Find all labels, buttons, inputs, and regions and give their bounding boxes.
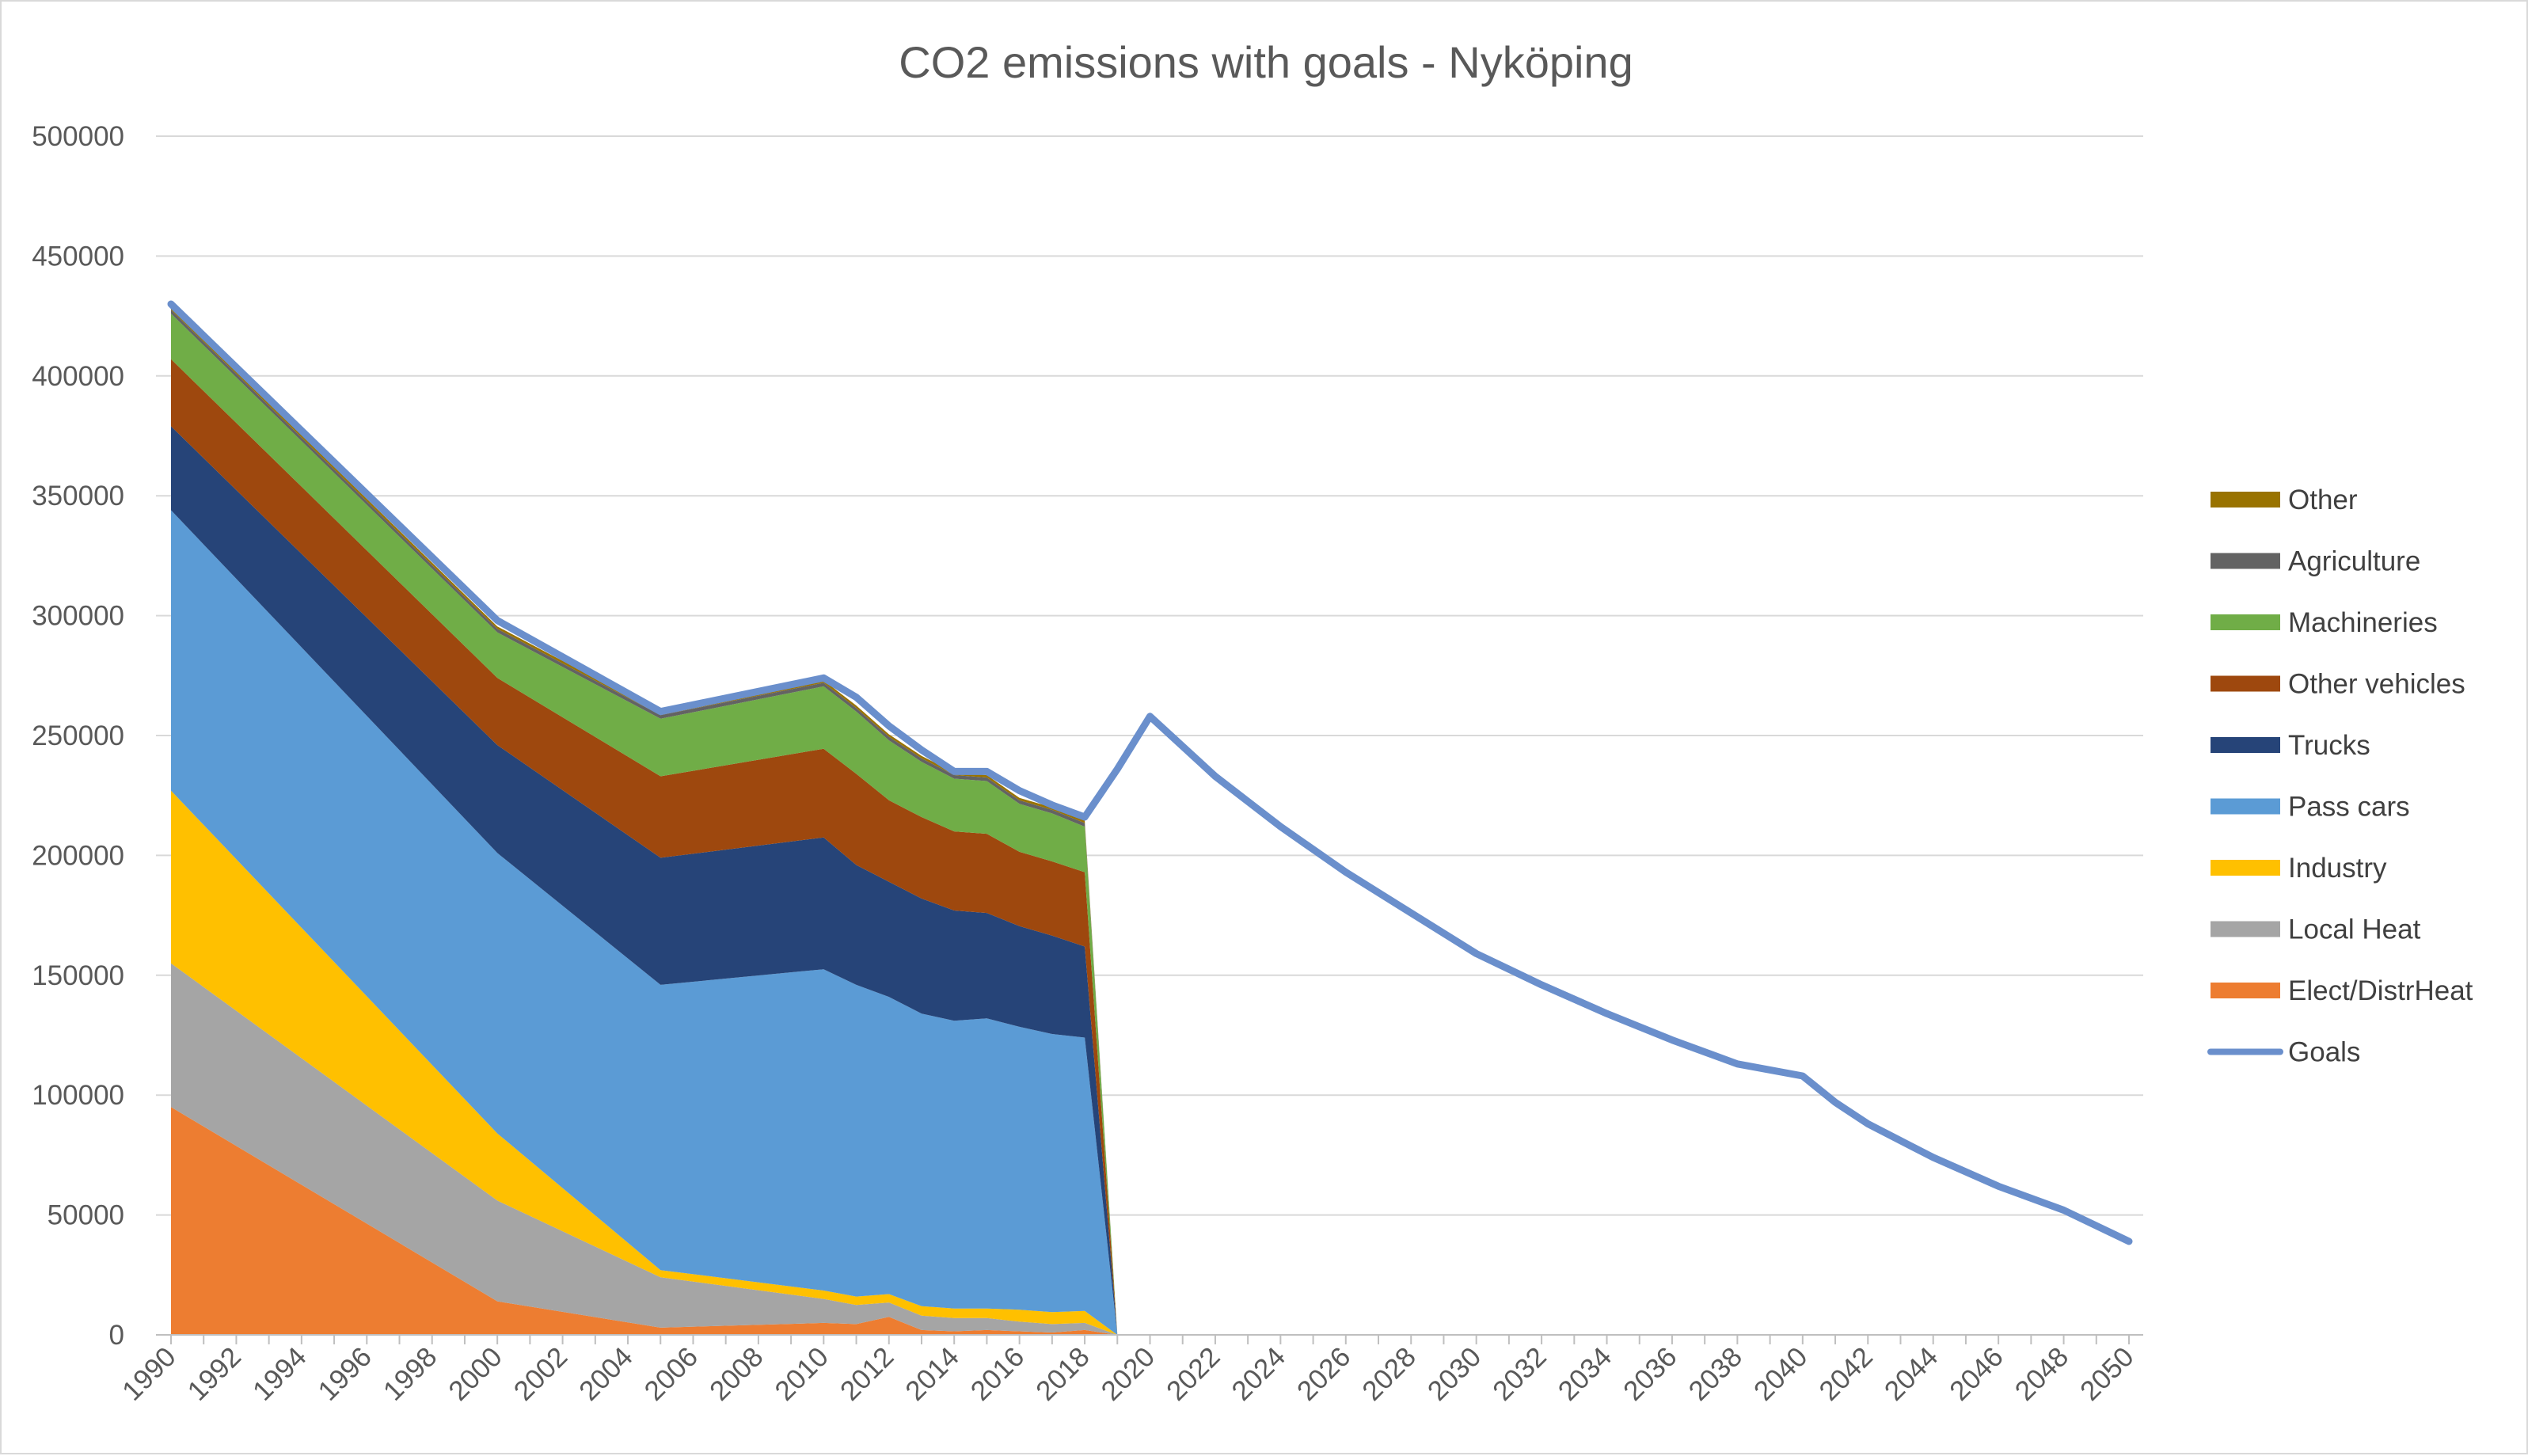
- legend-item: Agriculture: [2211, 546, 2420, 577]
- legend-label: Elect/DistrHeat: [2288, 975, 2473, 1006]
- area-other-vehicles: [171, 359, 1118, 1336]
- legend-swatch: [2211, 614, 2280, 630]
- y-tick-label: 100000: [32, 1080, 124, 1111]
- x-tick-label: 1996: [312, 1341, 378, 1407]
- legend-item: Local Heat: [2211, 914, 2421, 945]
- legend-label: Machineries: [2288, 607, 2438, 638]
- legend-item: Pass cars: [2211, 792, 2410, 823]
- area-local-heat: [171, 963, 1118, 1335]
- x-tick-label: 2038: [1682, 1341, 1748, 1407]
- legend-item: Industry: [2211, 853, 2387, 884]
- y-tick-label: 250000: [32, 720, 124, 751]
- x-tick-label: 2022: [1161, 1341, 1226, 1407]
- legend-label: Goals: [2288, 1037, 2360, 1068]
- x-tick-label: 1990: [116, 1341, 182, 1407]
- x-tick-label: 2000: [443, 1341, 508, 1407]
- legend-item: Machineries: [2211, 607, 2438, 638]
- legend-label: Agriculture: [2288, 546, 2420, 577]
- area-machineries: [171, 314, 1118, 1336]
- y-tick-label: 400000: [32, 361, 124, 392]
- x-tick-label: 2044: [1879, 1341, 1944, 1407]
- y-tick-label: 150000: [32, 960, 124, 991]
- stacked-areas: [171, 307, 1118, 1336]
- x-tick-label: 2026: [1291, 1341, 1357, 1407]
- y-tick-label: 0: [109, 1320, 124, 1351]
- legend-swatch: [2211, 737, 2280, 753]
- x-tick-label: 2008: [704, 1341, 770, 1407]
- legend-label: Local Heat: [2288, 914, 2421, 945]
- legend-swatch: [2211, 921, 2280, 937]
- legend-swatch: [2211, 860, 2280, 876]
- legend: Other Agriculture Machineries Other vehicle…: [2207, 485, 2473, 1068]
- x-tick-label: 2034: [1553, 1341, 1618, 1407]
- area-elect-distrheat: [171, 1107, 1118, 1335]
- legend-item: Other: [2211, 485, 2358, 515]
- legend-swatch: [2211, 983, 2280, 998]
- legend-item: Goals: [2207, 1037, 2360, 1068]
- x-tick-label: 2030: [1422, 1341, 1488, 1407]
- legend-label: Other: [2288, 485, 2358, 515]
- legend-swatch: [2211, 798, 2280, 815]
- x-tick-label: 2048: [2009, 1341, 2075, 1407]
- x-tick-label: 2002: [508, 1341, 574, 1407]
- goals-line-group: [167, 300, 2133, 1245]
- x-tick-label: 2028: [1356, 1341, 1422, 1407]
- x-tick-label: 2024: [1226, 1341, 1291, 1407]
- legend-label: Trucks: [2288, 730, 2370, 761]
- x-tick-label: 1998: [378, 1341, 443, 1407]
- y-tick-label: 450000: [32, 241, 124, 272]
- area-industry: [171, 790, 1118, 1335]
- legend-label: Other vehicles: [2288, 669, 2465, 700]
- legend-item: Other vehicles: [2211, 669, 2465, 700]
- x-tick-label: 2020: [1096, 1341, 1161, 1407]
- y-tick-label: 300000: [32, 601, 124, 632]
- x-tick-label: 2006: [638, 1341, 704, 1407]
- area-trucks: [171, 426, 1118, 1335]
- x-tick-label: 2042: [1813, 1341, 1879, 1407]
- area-pass-cars: [171, 510, 1118, 1335]
- x-tick-label: 2036: [1618, 1341, 1683, 1407]
- legend-swatch: [2211, 492, 2280, 508]
- y-tick-label: 50000: [48, 1200, 124, 1231]
- x-tick-label: 2012: [834, 1341, 900, 1407]
- legend-label: Industry: [2288, 853, 2387, 884]
- x-tick-label: 1992: [181, 1341, 247, 1407]
- chart-title: CO2 emissions with goals - Nyköping: [899, 37, 1633, 87]
- x-tick-label: 2032: [1487, 1341, 1553, 1407]
- y-tick-label: 500000: [32, 121, 124, 152]
- x-tick-label: 2004: [573, 1341, 639, 1407]
- x-tick-label: 2014: [899, 1341, 965, 1407]
- y-tick-label: 350000: [32, 481, 124, 511]
- x-tick-label: 2010: [769, 1341, 834, 1407]
- x-tick-label: 2016: [965, 1341, 1031, 1407]
- legend-item: Trucks: [2211, 730, 2370, 761]
- x-tick-label: 2040: [1748, 1341, 1814, 1407]
- x-tick-label: 2018: [1030, 1341, 1096, 1407]
- y-tick-label: 200000: [32, 840, 124, 871]
- goals-line: [167, 300, 2133, 1245]
- axes: 1990 1992 1994 1996 1998 2000 2002 2004 2006 2008…: [116, 1334, 2143, 1407]
- x-tick-label: 2046: [1944, 1341, 2009, 1407]
- x-tick-label: 2050: [2074, 1341, 2140, 1407]
- x-tick-label: 1994: [247, 1341, 313, 1407]
- legend-item: Elect/DistrHeat: [2211, 975, 2473, 1006]
- legend-swatch: [2211, 553, 2280, 569]
- legend-label: Pass cars: [2288, 792, 2410, 823]
- legend-swatch: [2211, 675, 2280, 692]
